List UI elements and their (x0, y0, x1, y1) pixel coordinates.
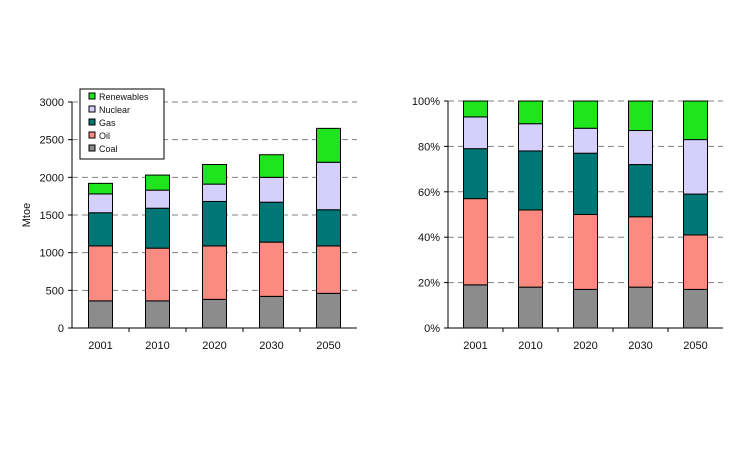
bar-segment-coal-2020 (573, 288, 598, 329)
bar-segment-nuclear-2001 (463, 116, 488, 150)
legend-label-gas: Gas (99, 118, 116, 128)
bar-segment-renewables-2020 (202, 164, 227, 185)
legend-swatch-nuclear (88, 105, 96, 113)
legend: Renewables Nuclear Gas Oil Coal (79, 88, 165, 160)
bar-segment-renewables-2030 (628, 100, 653, 132)
x-tick-label: 2030 (628, 340, 652, 352)
legend-label-coal: Coal (99, 144, 118, 154)
x-tick-label: 2050 (683, 340, 707, 352)
y-tick-label: 2000 (40, 172, 64, 184)
y-tick-label: 60% (418, 187, 440, 199)
bar-segment-renewables-2050 (316, 127, 341, 163)
x-tick-label: 2020 (202, 340, 226, 352)
x-tick-label: 2020 (573, 340, 597, 352)
legend-swatch-gas (88, 118, 96, 126)
legend-label-oil: Oil (99, 131, 110, 141)
y-tick-label: 500 (46, 285, 64, 297)
x-tick-label: 2001 (88, 340, 112, 352)
bar-segment-oil-2001 (463, 198, 488, 286)
y-tick-label: 1000 (40, 248, 64, 260)
y-tick-label: 100% (412, 96, 440, 108)
bar-segment-nuclear-2001 (88, 193, 113, 214)
x-tick-label: 2050 (316, 340, 340, 352)
bar-segment-coal-2001 (463, 284, 488, 329)
y-tick-label: 1500 (40, 210, 64, 222)
bar-segment-coal-2010 (145, 300, 170, 329)
y-tick-label: 80% (418, 141, 440, 153)
bar-segment-gas-2010 (145, 207, 170, 249)
bar-segment-oil-2050 (683, 234, 708, 290)
bar-segment-gas-2030 (259, 201, 284, 243)
bar-segment-renewables-2010 (145, 174, 170, 191)
legend-label-renewables: Renewables (99, 92, 149, 102)
bar-segment-gas-2010 (518, 150, 543, 211)
bar-segment-oil-2030 (628, 216, 653, 288)
bar-segment-coal-2001 (88, 300, 113, 329)
y-tick-label: 40% (418, 232, 440, 244)
bar-segment-nuclear-2030 (628, 130, 653, 166)
bar-segment-coal-2050 (316, 292, 341, 329)
bar-segment-renewables-2050 (683, 100, 708, 141)
y-tick-label: 3000 (40, 97, 64, 109)
bar-segment-nuclear-2030 (259, 176, 284, 203)
bar-segment-oil-2010 (518, 209, 543, 288)
bar-segment-gas-2001 (88, 212, 113, 247)
bar-segment-oil-2020 (202, 245, 227, 300)
bar-segment-gas-2001 (463, 148, 488, 200)
bar-segment-nuclear-2020 (573, 127, 598, 154)
bar-segment-oil-2010 (145, 247, 170, 302)
y-tick-label: 0 (58, 323, 64, 335)
bar-segment-nuclear-2050 (316, 161, 341, 211)
y-tick-label: 20% (418, 278, 440, 290)
bar-segment-renewables-2001 (463, 100, 488, 118)
percent-stacked-bar-chart: 0% 20% 40% 60% 80% 100% 2001 2010 2020 2030 2050 (412, 96, 723, 352)
legend-label-nuclear: Nuclear (99, 105, 130, 115)
bar-segment-coal-2050 (683, 288, 708, 329)
bar-segment-gas-2050 (316, 209, 341, 247)
y-tick-label: 0% (424, 323, 440, 335)
bar-segment-gas-2020 (573, 152, 598, 216)
x-tick-label: 2010 (518, 340, 542, 352)
bar-segment-renewables-2020 (573, 100, 598, 129)
bar-segment-nuclear-2010 (518, 123, 543, 152)
bar-segment-renewables-2030 (259, 154, 284, 178)
bar-segment-renewables-2010 (518, 100, 543, 125)
bar-segment-oil-2030 (259, 241, 284, 297)
bar-segment-coal-2010 (518, 286, 543, 329)
y-axis-title: Mtoe (21, 203, 33, 227)
bar-segment-oil-2050 (316, 245, 341, 294)
bar-segment-renewables-2001 (88, 182, 113, 195)
bar-segment-nuclear-2050 (683, 139, 708, 195)
bar-segment-oil-2020 (573, 214, 598, 290)
legend-swatch-oil (88, 131, 96, 139)
x-tick-label: 2030 (259, 340, 283, 352)
legend-swatch-renewables (88, 92, 96, 100)
bar-segment-coal-2030 (628, 286, 653, 329)
bar-segment-coal-2020 (202, 298, 227, 329)
bar-segment-coal-2030 (259, 295, 284, 329)
bar-segment-gas-2050 (683, 193, 708, 236)
bar-segment-nuclear-2010 (145, 189, 170, 209)
y-tick-label: 2500 (40, 135, 64, 147)
legend-swatch-coal (88, 144, 96, 152)
bar-segment-oil-2001 (88, 245, 113, 302)
bar-segment-gas-2030 (628, 164, 653, 218)
bar-segment-gas-2020 (202, 200, 227, 247)
absolute-stacked-bar-chart: 0 500 1000 1500 2000 2500 3000 Mtoe 2001 2010 2020… (21, 97, 357, 352)
x-tick-label: 2010 (145, 340, 169, 352)
x-tick-label: 2001 (463, 340, 487, 352)
bar-segment-nuclear-2020 (202, 183, 227, 202)
